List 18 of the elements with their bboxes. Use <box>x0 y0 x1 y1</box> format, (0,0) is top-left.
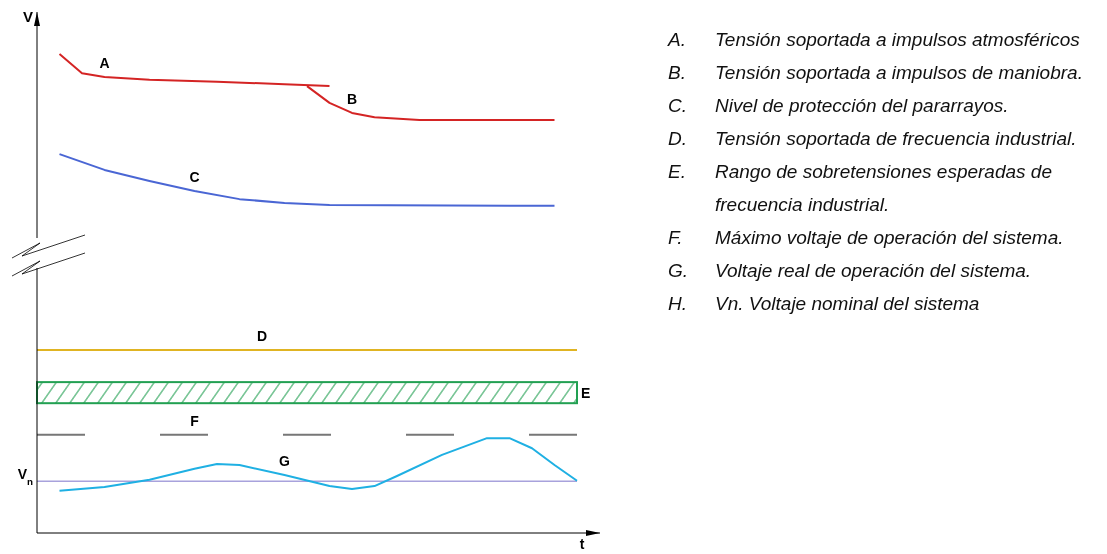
text: C. Nivel de protección del pararrayos. <box>668 95 1009 116</box>
x-axis-title: t <box>579 536 585 552</box>
text: B. Tensión soportada a impulsos de maniobra. <box>668 62 1083 83</box>
text: A. Tensión soportada a impulsos atmosféricos <box>668 29 1080 50</box>
series-label: G <box>279 453 291 470</box>
text: E. Rango de sobretensiones esperadas de frecuencia industrial. <box>668 161 1052 215</box>
series-label: A <box>99 54 110 71</box>
text: H. Vn. Voltaje nominal del sistema <box>668 293 980 314</box>
series-label: C <box>189 168 200 185</box>
series-label: D <box>256 328 268 345</box>
y-axis-title: V <box>22 8 33 25</box>
text: F. Máximo voltaje de operación del sistema. <box>668 227 1064 248</box>
ref-line-label: V$_{n}$ <box>17 466 34 487</box>
series-label: F <box>190 412 200 429</box>
band-label: E <box>581 384 591 401</box>
series-label: B <box>346 90 358 107</box>
text: G. Voltaje real de operación del sistema. <box>668 260 1032 281</box>
text: D. Tensión soportada de frecuencia industrial. <box>668 128 1077 149</box>
